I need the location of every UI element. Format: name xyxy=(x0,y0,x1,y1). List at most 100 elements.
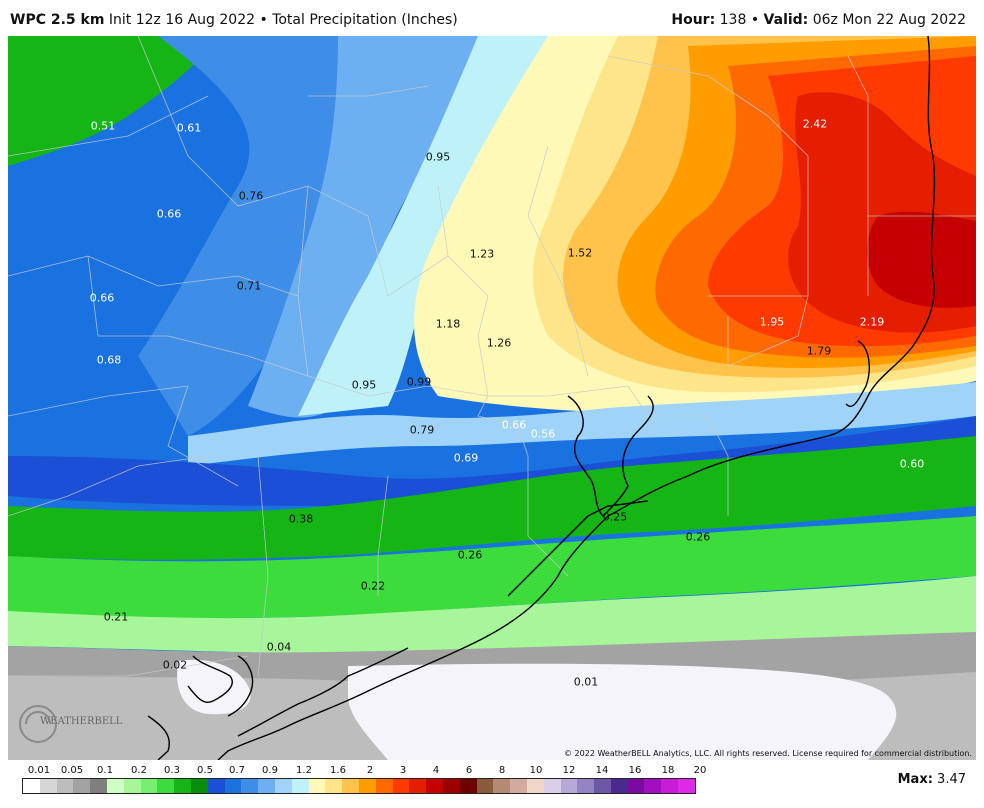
zone-1.2in-south xyxy=(188,382,976,466)
max-value: Max: 3.47 xyxy=(898,772,966,787)
legend-swatch xyxy=(493,779,511,793)
precip-value-label: 0.26 xyxy=(457,548,483,562)
precip-value-label: 1.18 xyxy=(435,317,461,331)
legend-swatch xyxy=(426,779,443,793)
legend-swatch xyxy=(459,779,477,793)
legend-swatch xyxy=(594,779,611,793)
separator: • xyxy=(750,12,760,28)
legend-swatch xyxy=(627,779,645,793)
precip-value-label: 0.22 xyxy=(360,579,386,593)
precip-value-label: 0.56 xyxy=(530,427,556,441)
coastline xyxy=(147,36,936,760)
zone-6in xyxy=(866,211,976,308)
legend-swatch xyxy=(207,779,225,793)
zone-0.01in-west xyxy=(177,659,251,715)
max-number: 3.47 xyxy=(937,772,966,787)
precip-value-label: 0.25 xyxy=(602,510,628,524)
legend-tick: 0.2 xyxy=(131,765,147,776)
legend-ticks: 0.01 0.05 0.1 0.2 0.3 0.5 0.7 0.9 1.2 1.… xyxy=(0,765,984,777)
legend-swatch xyxy=(90,779,107,793)
legend-tick: 0.7 xyxy=(229,765,245,776)
legend-tick: 0.5 xyxy=(197,765,213,776)
precip-value-label: 1.52 xyxy=(567,246,593,260)
logo-icon xyxy=(19,705,57,743)
precipitation-map[interactable]: 0.51 0.61 0.95 2.42 0.76 0.66 1.23 1.52 … xyxy=(8,36,976,760)
legend-tick: 8 xyxy=(498,765,506,776)
precip-value-label: 0.69 xyxy=(453,451,479,465)
legend-swatch xyxy=(392,779,410,793)
copyright-notice: © 2022 WeatherBELL Analytics, LLC. All r… xyxy=(564,749,972,758)
legend-swatch xyxy=(442,779,460,793)
precip-value-label: 1.79 xyxy=(806,344,832,358)
legend-swatch xyxy=(610,779,628,793)
legend-swatch xyxy=(140,779,158,793)
legend-tick: 10 xyxy=(529,765,543,776)
precip-value-label: 0.68 xyxy=(96,353,122,367)
zone-0.01in xyxy=(348,663,897,760)
legend-tick: 0.9 xyxy=(262,765,278,776)
legend-swatch xyxy=(258,779,275,793)
legend-swatch xyxy=(190,779,208,793)
valid-label: Valid: xyxy=(763,12,809,28)
precip-value-label: 0.51 xyxy=(90,119,116,133)
valid-value: 06z Mon 22 Aug 2022 xyxy=(812,12,966,28)
zone-5in-north xyxy=(813,95,853,151)
precip-value-label: 0.71 xyxy=(236,279,262,293)
precip-value-label: 1.23 xyxy=(469,247,495,261)
legend-tick: 0.01 xyxy=(27,765,51,776)
zone-0.1in xyxy=(8,576,976,655)
map-header: WPC 2.5 km Init 12z 16 Aug 2022 • Total … xyxy=(0,0,984,36)
logo-text: WEATHERBELL xyxy=(40,716,123,727)
legend-tick: 20 xyxy=(693,765,707,776)
legend-swatch xyxy=(409,779,427,793)
zone-0.2in xyxy=(8,516,976,619)
precip-value-label: 0.26 xyxy=(685,530,711,544)
zone-0.3in xyxy=(8,436,976,560)
product-name: Total Precipitation (Inches) xyxy=(272,12,458,28)
separator: • xyxy=(259,12,268,28)
legend-swatch xyxy=(274,779,292,793)
precip-value-label: 0.38 xyxy=(288,512,314,526)
legend-swatch xyxy=(23,779,40,793)
legend-tick: 14 xyxy=(595,765,609,776)
precip-value-label: 0.21 xyxy=(103,610,129,624)
precip-field xyxy=(8,36,976,760)
precip-value-label: 1.95 xyxy=(759,315,785,329)
legend-swatch xyxy=(577,779,595,793)
legend-swatch xyxy=(123,779,141,793)
zone-0.5in xyxy=(8,416,976,506)
precip-value-label: 2.42 xyxy=(802,117,828,131)
legend-swatch xyxy=(358,779,376,793)
precip-value-label: 0.60 xyxy=(899,457,925,471)
legend-swatch xyxy=(644,779,662,793)
legend-swatch xyxy=(342,779,359,793)
legend-swatch xyxy=(543,779,561,793)
precip-value-label: 0.04 xyxy=(266,640,292,654)
model-name: WPC 2.5 km xyxy=(10,12,105,28)
legend-swatch xyxy=(476,779,494,793)
legend-tick: 2 xyxy=(366,765,374,776)
legend-colorbar xyxy=(22,778,696,794)
legend-swatch xyxy=(661,779,679,793)
header-valid: Hour: 138 • Valid: 06z Mon 22 Aug 2022 xyxy=(671,12,966,28)
legend-swatch xyxy=(39,779,57,793)
weatherbell-logo: WEATHERBELL xyxy=(16,702,122,746)
legend-swatch xyxy=(375,779,393,793)
legend-tick: 6 xyxy=(465,765,473,776)
legend-tick: 0.05 xyxy=(60,765,84,776)
legend-swatch xyxy=(678,779,695,793)
legend-tick: 3 xyxy=(399,765,407,776)
precip-value-label: 0.99 xyxy=(406,375,432,389)
legend-swatch xyxy=(325,779,343,793)
legend-swatch xyxy=(510,779,527,793)
legend-swatch xyxy=(241,779,259,793)
precip-value-label: 0.02 xyxy=(162,658,188,672)
zone-1.2in xyxy=(298,36,608,416)
precip-value-label: 0.01 xyxy=(573,675,599,689)
precip-value-label: 0.66 xyxy=(89,291,115,305)
legend-tick: 12 xyxy=(562,765,576,776)
precip-value-label: 0.66 xyxy=(156,207,182,221)
zone-0.9in xyxy=(248,36,568,418)
legend-swatch xyxy=(56,779,74,793)
legend-swatch xyxy=(526,779,544,793)
